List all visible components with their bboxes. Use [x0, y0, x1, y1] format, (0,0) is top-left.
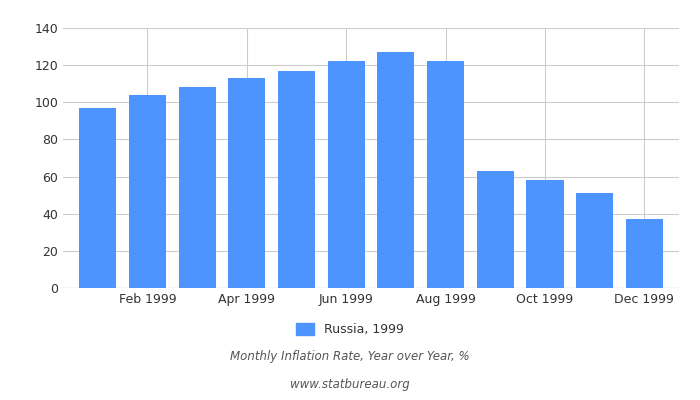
Bar	[626, 219, 663, 288]
Legend: Russia, 1999: Russia, 1999	[290, 318, 410, 341]
Bar	[178, 88, 216, 288]
Bar	[79, 108, 116, 288]
Bar	[377, 52, 414, 288]
Bar	[576, 193, 613, 288]
Text: Monthly Inflation Rate, Year over Year, %: Monthly Inflation Rate, Year over Year, …	[230, 350, 470, 363]
Bar	[328, 62, 365, 288]
Bar	[526, 180, 564, 288]
Bar	[477, 171, 514, 288]
Bar	[427, 62, 464, 288]
Text: www.statbureau.org: www.statbureau.org	[290, 378, 410, 391]
Bar	[278, 71, 315, 288]
Bar	[228, 78, 265, 288]
Bar	[129, 95, 166, 288]
